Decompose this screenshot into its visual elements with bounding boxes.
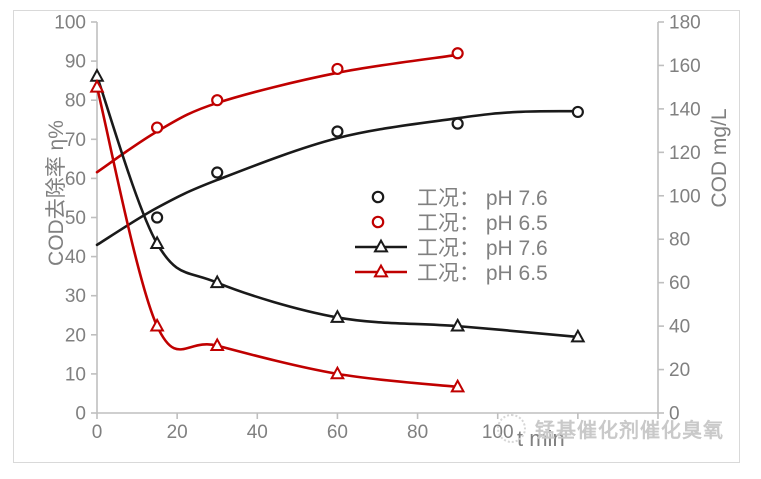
legend-label: 工况： pH 7.6 (417, 236, 548, 260)
legend-item-cod-ph65: 工况： pH 6.5 (352, 259, 548, 285)
svg-text:120: 120 (669, 143, 701, 164)
svg-text:80: 80 (669, 230, 690, 251)
svg-text:20: 20 (65, 325, 86, 346)
svg-text:80: 80 (65, 91, 86, 112)
svg-text:60: 60 (327, 422, 348, 443)
svg-text:40: 40 (65, 247, 86, 268)
y-axis-title-right: COD mg/L (708, 108, 731, 208)
svg-text:60: 60 (65, 169, 86, 190)
legend-label: 工况： pH 6.5 (417, 261, 548, 285)
svg-text:40: 40 (247, 422, 268, 443)
svg-text:20: 20 (669, 360, 690, 381)
svg-text:50: 50 (65, 208, 86, 229)
legend-label: 工况： pH 6.5 (417, 211, 548, 235)
svg-text:0: 0 (75, 404, 86, 425)
svg-text:160: 160 (669, 56, 701, 77)
legend-item-rate-ph76: 工况： pH 7.6 (352, 184, 548, 210)
watermark-text: 锰基催化剂催化臭氧 (535, 420, 724, 442)
y-axis-title-left: COD去除率 η% (45, 120, 68, 266)
triangle-line-black-icon (355, 238, 407, 252)
legend-label: 工况： pH 7.6 (417, 186, 548, 210)
legend-item-cod-ph76: 工况： pH 7.6 (352, 234, 548, 260)
svg-text:0: 0 (92, 422, 103, 443)
axes (91, 21, 664, 419)
svg-text:140: 140 (669, 99, 701, 120)
svg-text:40: 40 (669, 317, 690, 338)
svg-text:100: 100 (54, 13, 86, 34)
svg-text:10: 10 (65, 364, 86, 385)
svg-text:90: 90 (65, 52, 86, 73)
svg-text:70: 70 (65, 130, 86, 151)
circle-marker-black-icon (371, 190, 385, 203)
svg-text:180: 180 (669, 13, 701, 34)
svg-text:0: 0 (669, 404, 680, 425)
svg-text:20: 20 (167, 422, 188, 443)
chart-border (13, 10, 740, 463)
svg-text:100: 100 (669, 186, 701, 207)
tick-labels: 0 10 20 30 40 50 60 70 80 90 100 0 20 40 60 80 100 120 140… (54, 13, 700, 444)
watermark: 锰基催化剂催化臭氧 (497, 414, 724, 443)
legend-item-rate-ph65: 工况： pH 6.5 (352, 209, 548, 235)
watermark-seal-icon (497, 414, 526, 443)
legend: 工况： pH 7.6 工况： pH 6.5 工况： pH 7.6 工况： pH … (352, 184, 548, 285)
series-markers (89, 47, 586, 393)
triangle-line-red-icon (355, 263, 407, 277)
svg-text:80: 80 (407, 422, 428, 443)
circle-marker-red-icon (371, 215, 385, 228)
svg-text:60: 60 (669, 273, 690, 294)
svg-text:30: 30 (65, 286, 86, 307)
